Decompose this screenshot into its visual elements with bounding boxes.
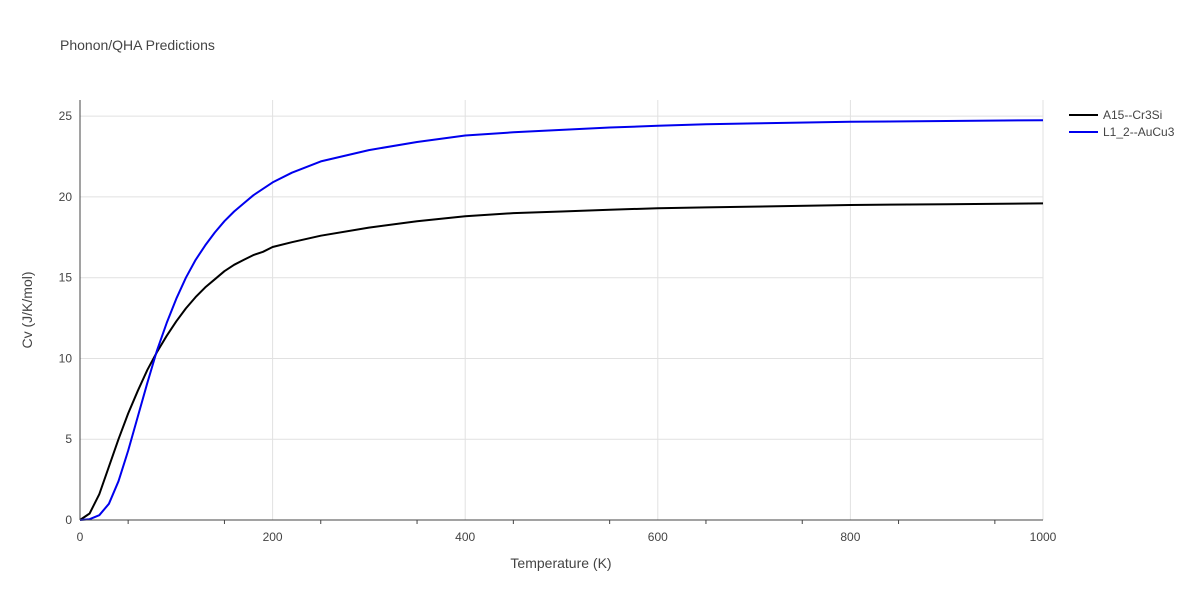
series-lines	[79, 119, 1044, 521]
y-tick-label: 20	[59, 190, 73, 204]
legend-label: A15--Cr3Si	[1103, 108, 1162, 122]
y-tick-label: 25	[59, 109, 73, 123]
grid	[80, 100, 1044, 520]
x-tick-label: 800	[840, 530, 860, 544]
legend-label: L1_2--AuCu3	[1103, 125, 1175, 139]
axes	[79, 100, 1043, 521]
x-tick-label: 0	[77, 530, 84, 544]
y-tick-label: 5	[65, 432, 72, 446]
series-line-1	[79, 119, 1044, 521]
series-line-0	[79, 202, 1044, 521]
y-tick-label: 10	[59, 351, 73, 365]
y-tick-label: 0	[65, 513, 72, 527]
y-tick-label: 15	[59, 271, 73, 285]
tick-labels: 0 200 400 600 800 1000 0 5 10 15 20 25	[59, 109, 1057, 544]
chart-title: Phonon/QHA Predictions	[60, 37, 215, 53]
x-tick-label: 200	[263, 530, 283, 544]
y-axis-title: Cv (J/K/mol)	[19, 272, 35, 349]
x-tick-label: 400	[455, 530, 475, 544]
legend-item[interactable]: A15--Cr3Si	[1069, 108, 1162, 122]
x-tick-label: 1000	[1030, 530, 1057, 544]
x-tick-label: 600	[648, 530, 668, 544]
legend[interactable]: A15--Cr3Si L1_2--AuCu3	[1069, 108, 1175, 139]
x-axis-title: Temperature (K)	[510, 555, 611, 571]
legend-item[interactable]: L1_2--AuCu3	[1069, 125, 1175, 139]
